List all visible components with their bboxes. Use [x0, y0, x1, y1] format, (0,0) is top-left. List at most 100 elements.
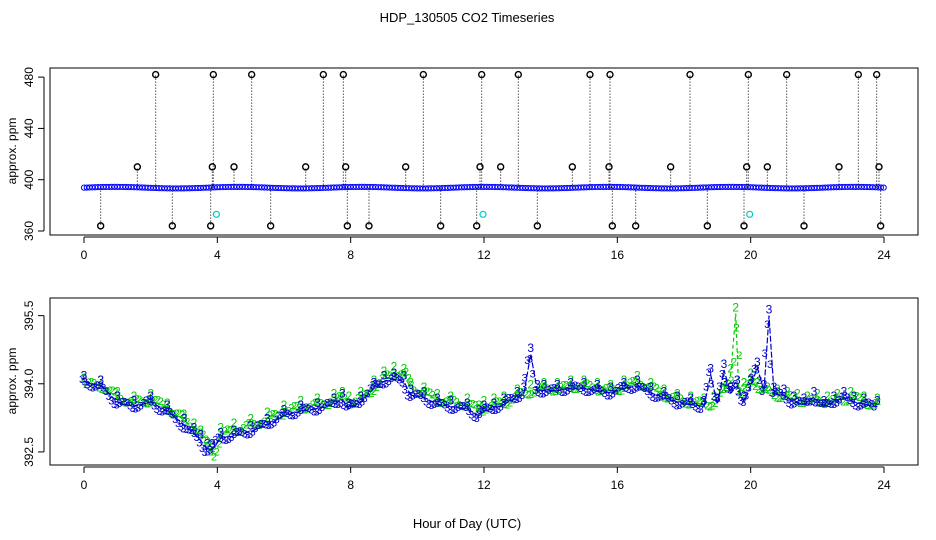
- series-3-vertex: 3: [734, 373, 741, 387]
- series-2-vertex: 2: [314, 391, 321, 405]
- series-2-point: 2: [416, 389, 422, 401]
- series-2-point: 2: [718, 388, 724, 400]
- series-2-vertex: 2: [834, 387, 841, 401]
- series-3-vertex: 3: [231, 423, 238, 437]
- series-2-point: 2: [171, 409, 177, 421]
- series-2-point: 2: [579, 381, 585, 393]
- series-3-vertex: 3: [114, 389, 121, 403]
- series-2-point: 2: [790, 391, 796, 403]
- series-2-point: 2: [176, 408, 182, 420]
- series-2-vertex: 2: [732, 300, 739, 314]
- series-2-point: 2: [224, 424, 230, 436]
- series-3-point: 3: [791, 398, 797, 410]
- series-2-point: 2: [256, 420, 262, 432]
- series-3-vertex: 3: [131, 393, 138, 407]
- series-3-point: 3: [818, 398, 824, 410]
- series-3-point: 3: [735, 387, 741, 399]
- series-2-vertex: 2: [594, 375, 601, 389]
- series-3-point: 3: [490, 405, 496, 417]
- series-2-vertex: 2: [621, 373, 628, 387]
- series-2-point: 2: [499, 397, 505, 409]
- series-2-vertex: 2: [814, 387, 821, 401]
- series-2-vertex: 2: [741, 375, 748, 389]
- spike-low-point: [533, 222, 542, 230]
- series-3-point: 3: [668, 396, 674, 408]
- series-2-point: 2: [712, 398, 718, 410]
- series-2-vertex: 2: [346, 389, 353, 403]
- series-2-point: 2: [464, 400, 470, 412]
- series-3-point: 3: [231, 429, 237, 441]
- series-3-point: 3: [519, 390, 525, 402]
- series-3-point: 3: [666, 393, 672, 405]
- series-3-point: 3: [554, 384, 560, 396]
- series-3-vertex: 3: [527, 341, 534, 355]
- series-3-point: 3: [498, 401, 504, 413]
- series-2-point: 2: [683, 398, 689, 410]
- x-tick-label: 0: [81, 478, 88, 492]
- series-3-vertex: 3: [721, 357, 728, 371]
- series-2-vertex: 2: [674, 387, 681, 401]
- series-3-point: 3: [828, 399, 834, 411]
- series-3-point: 3: [268, 420, 274, 432]
- series-3-point: 3: [503, 394, 509, 406]
- spike-low-point: [703, 222, 712, 230]
- series-2-point: 2: [792, 394, 798, 406]
- series-2-point: 2: [208, 446, 214, 458]
- series-2-point: 2: [190, 424, 196, 436]
- y-tick-label: 440: [22, 118, 36, 138]
- series-3-point: 3: [380, 379, 386, 391]
- series-2-point: 2: [542, 381, 548, 393]
- series-3-point: 3: [615, 382, 621, 394]
- series-3-point: 3: [162, 406, 168, 418]
- series-2-point: 2: [848, 393, 854, 405]
- series-3-point: 3: [684, 396, 690, 408]
- series-3-vertex: 3: [164, 398, 171, 412]
- series-3-point: 3: [452, 404, 458, 416]
- series-3-point: 3: [447, 405, 453, 417]
- series-2-vertex: 2: [371, 373, 378, 387]
- series-3-point: 3: [266, 420, 272, 432]
- series-2-point: 2: [371, 386, 377, 398]
- series-3-point: 3: [122, 396, 128, 408]
- spike-high-point: [477, 70, 486, 79]
- series-2-point: 2: [328, 398, 334, 410]
- series-2-vertex: 2: [357, 384, 364, 398]
- series-3-vertex: 3: [841, 384, 848, 398]
- bottom-y-axis-label: approx. ppm: [5, 348, 19, 415]
- series-3-vertex: 3: [607, 380, 614, 394]
- series-3-point: 3: [810, 396, 816, 408]
- series-3-vertex: 3: [701, 393, 708, 407]
- series-3-vertex: 3: [861, 391, 868, 405]
- series-2-point: 2: [752, 381, 758, 393]
- series-2-vertex: 2: [331, 387, 338, 401]
- series-2-point: 2: [835, 393, 841, 405]
- series-2-point: 2: [840, 396, 846, 408]
- series-3-vertex: 3: [514, 384, 521, 398]
- series-2-point: 2: [587, 380, 593, 392]
- series-2-point: 2: [534, 385, 540, 397]
- series-3-point: 3: [130, 403, 136, 415]
- series-2-vertex: 2: [421, 380, 428, 394]
- series-2-point: 2: [222, 425, 228, 437]
- series-2-point: 2: [856, 392, 862, 404]
- series-2-point: 2: [144, 399, 150, 411]
- series-3-vertex: 3: [534, 378, 541, 392]
- series-2-point: 2: [283, 408, 289, 420]
- series-3-point: 3: [815, 398, 821, 410]
- series-3-point: 3: [626, 384, 632, 396]
- series-3-vertex: 3: [661, 384, 668, 398]
- series-2-point: 2: [267, 410, 273, 422]
- x-tick-label: 20: [744, 248, 758, 262]
- series-3-point: 3: [719, 368, 725, 380]
- series-3-point: 3: [386, 376, 392, 388]
- series-3-point: 3: [378, 379, 384, 391]
- series-3-vertex: 3: [567, 375, 574, 389]
- series-3-vertex: 3: [727, 380, 734, 394]
- series-3-vertex: 3: [581, 375, 588, 389]
- series-3-point: 3: [556, 385, 562, 397]
- series-2-vertex: 2: [514, 382, 521, 396]
- series-2-point: 2: [720, 384, 726, 396]
- series-3-vertex: 3: [851, 389, 858, 403]
- series-2-vertex: 2: [634, 369, 641, 383]
- bottom-plot-marks: 2222222222222222222222222222222222222222…: [79, 300, 881, 463]
